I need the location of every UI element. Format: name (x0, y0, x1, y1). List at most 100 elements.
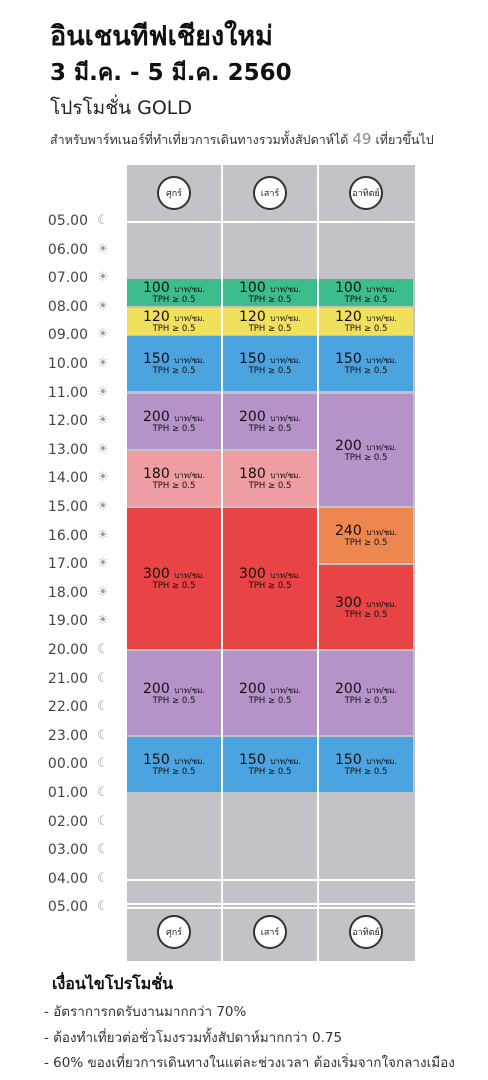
rate-unit: บาท/ชม. (270, 414, 301, 423)
rate-unit: บาท/ชม. (174, 356, 205, 365)
rate-block: 200 บาท/ชม. TPH ≥ 0.5 (127, 394, 221, 449)
rate-tph: TPH ≥ 0.5 (248, 324, 292, 334)
time-row: 09.00 ☀ (40, 325, 120, 345)
rate-tph: TPH ≥ 0.5 (344, 609, 388, 620)
rate-price-line: 240 บาท/ชม. (335, 523, 397, 539)
sun-icon: ☀ (97, 270, 109, 286)
rate-block: 300 บาท/ชม. TPH ≥ 0.5 (223, 508, 317, 649)
time-row: 22.00 ☾ (40, 697, 120, 717)
time-label: 10.00 (47, 356, 88, 372)
rate-unit: บาท/ชม. (270, 285, 301, 294)
rate-block: 150 บาท/ชม. TPH ≥ 0.5 (319, 737, 413, 792)
rate-unit: บาท/ชม. (366, 356, 397, 365)
rate-unit: บาท/ชม. (366, 685, 397, 695)
promo-subtitle: สำหรับพาร์ทเนอร์ที่ทำเที่ยวการเดินทางรวม… (50, 130, 434, 150)
rate-price: 150 (143, 752, 170, 768)
time-label: 05.00 (47, 899, 88, 916)
time-row: 17.00 ☀ (40, 554, 120, 574)
rate-tph: TPH ≥ 0.5 (248, 581, 292, 591)
rate-tph: TPH ≥ 0.5 (344, 324, 388, 334)
time-label: 14.00 (47, 470, 88, 487)
rate-price-line: 200 บาท/ชม. (239, 681, 301, 697)
rate-price: 300 (143, 566, 170, 582)
time-label: 15.00 (47, 499, 88, 515)
rate-price: 300 (239, 566, 266, 582)
rate-price-line: 200 บาท/ชม. (239, 409, 301, 425)
rate-block: 200 บาท/ชม. TPH ≥ 0.5 (319, 394, 413, 506)
rate-price-line: 100 บาท/ชม. (143, 280, 205, 296)
time-row: 07.00 ☀ (40, 268, 120, 288)
time-label: 03.00 (47, 842, 88, 859)
moon-icon: ☾ (97, 756, 109, 772)
time-label: 17.00 (47, 556, 88, 573)
rate-unit: บาท/ชม. (174, 414, 205, 423)
time-label: 20.00 (47, 642, 88, 658)
time-row: 06.00 ☀ (40, 240, 120, 260)
rate-block: 120 บาท/ชม. TPH ≥ 0.5 (319, 308, 413, 335)
rate-price: 150 (239, 351, 266, 367)
rate-price: 200 (239, 680, 266, 697)
rate-price: 150 (335, 351, 362, 367)
rate-tph: TPH ≥ 0.5 (152, 424, 196, 434)
rate-unit: บาท/ชม. (174, 285, 205, 294)
rate-price: 200 (143, 680, 170, 697)
rate-block: 300 บาท/ชม. TPH ≥ 0.5 (127, 508, 221, 649)
rate-tph: TPH ≥ 0.5 (344, 767, 388, 777)
sun-icon: ☀ (97, 298, 109, 314)
rate-block: 100 บาท/ชม. TPH ≥ 0.5 (319, 279, 413, 306)
rate-block: 100 บาท/ชม. TPH ≥ 0.5 (127, 279, 221, 306)
time-row: 11.00 ☀ (40, 383, 120, 403)
time-row: 23.00 ☾ (40, 726, 120, 746)
sun-icon: ☀ (97, 356, 109, 371)
schedule-grid: ศุกร์ เสาร์ อาทิตย์ ศุกร์ เสาร์ อาทิตย์ 100 บา… (127, 165, 415, 961)
rate-price: 150 (335, 752, 362, 768)
condition-item: - 60% ของเที่ยวการเดินทางในแต่ละช่วงเวลา… (44, 1055, 455, 1071)
moon-icon: ☾ (97, 699, 109, 715)
rate-price-line: 180 บาท/ชม. (239, 466, 301, 482)
time-label: 21.00 (47, 670, 88, 687)
rate-block: 200 บาท/ชม. TPH ≥ 0.5 (319, 651, 413, 735)
day-badge: อาทิตย์ (349, 176, 383, 210)
rate-price: 180 (239, 466, 266, 482)
rate-price-line: 200 บาท/ชม. (335, 438, 397, 454)
time-row: 15.00 ☀ (40, 497, 120, 517)
time-label: 05.00 (47, 213, 88, 229)
time-label: 09.00 (47, 327, 88, 344)
sun-icon: ☀ (97, 384, 109, 400)
rate-unit: บาท/ชม. (174, 314, 205, 323)
time-label: 12.00 (47, 413, 88, 430)
promo-name: โปรโมชั่น GOLD (50, 97, 193, 119)
grid-column-divider (317, 165, 319, 961)
rate-block: 200 บาท/ชม. TPH ≥ 0.5 (223, 394, 317, 449)
rate-block: 150 บาท/ชม. TPH ≥ 0.5 (223, 336, 317, 391)
sun-icon: ☀ (97, 613, 109, 629)
page-title: อินเชนทีฟเชียงใหม่ (50, 21, 273, 52)
rate-price-line: 100 บาท/ชม. (239, 280, 301, 296)
moon-icon: ☾ (97, 213, 109, 228)
rate-block: 200 บาท/ชม. TPH ≥ 0.5 (223, 651, 317, 735)
time-row: 18.00 ☀ (40, 583, 120, 603)
rate-price: 100 (143, 280, 170, 296)
rate-block: 180 บาท/ชม. TPH ≥ 0.5 (223, 451, 317, 506)
time-label: 22.00 (47, 699, 88, 716)
rate-price-line: 150 บาท/ชม. (143, 752, 205, 768)
grid-row-divider (127, 879, 415, 881)
rate-unit: บาท/ชม. (366, 599, 397, 609)
rate-block: 240 บาท/ชม. TPH ≥ 0.5 (319, 508, 413, 563)
subtitle-pre: สำหรับพาร์ทเนอร์ที่ทำเที่ยวการเดินทางรวม… (50, 132, 349, 147)
conditions-heading: เงื่อนไขโปรโมชั่น (52, 974, 174, 993)
time-row: 16.00 ☀ (40, 526, 120, 546)
rate-price: 150 (143, 351, 170, 367)
rate-tph: TPH ≥ 0.5 (248, 695, 292, 706)
rate-price: 240 (335, 523, 362, 539)
rate-unit: บาท/ชม. (174, 685, 205, 695)
time-label: 13.00 (47, 441, 88, 458)
rate-price-line: 150 บาท/ชม. (239, 351, 301, 367)
rate-block: 200 บาท/ชม. TPH ≥ 0.5 (127, 651, 221, 735)
rate-block: 180 บาท/ชม. TPH ≥ 0.5 (127, 451, 221, 506)
time-row: 05.00 ☾ (40, 211, 120, 231)
time-row: 12.00 ☀ (40, 411, 120, 431)
rate-block: 100 บาท/ชม. TPH ≥ 0.5 (223, 279, 317, 306)
rate-unit: บาท/ชม. (366, 757, 397, 766)
rate-block: 120 บาท/ชม. TPH ≥ 0.5 (127, 308, 221, 335)
